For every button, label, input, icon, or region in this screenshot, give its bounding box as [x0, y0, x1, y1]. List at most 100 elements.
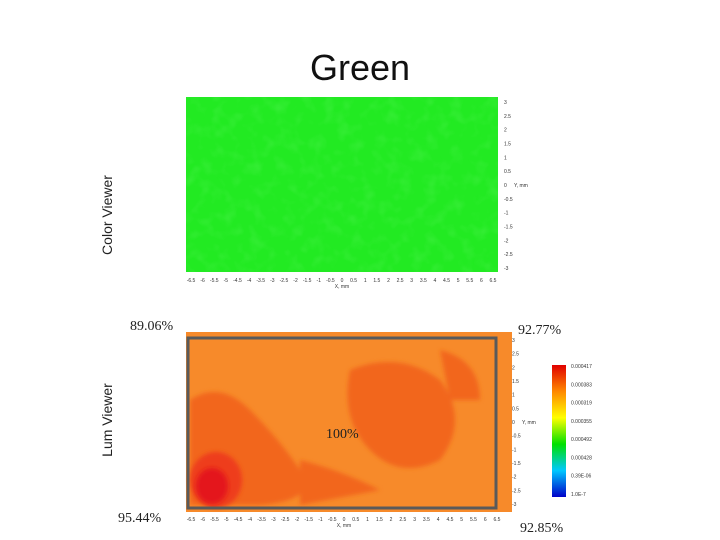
percent-label: 92.77% [518, 323, 562, 338]
x-tick-label: 0 [343, 517, 346, 523]
x-tick-label: -3.5 [257, 517, 266, 523]
x-tick-label: -5.5 [210, 517, 219, 523]
x-tick-label: -1.5 [304, 517, 313, 523]
y-tick-label: -1 [512, 447, 517, 453]
x-tick-label: 2 [390, 517, 393, 523]
colorbar-tick-label: 0.000319 [571, 401, 592, 407]
percent-label: 100% [326, 427, 359, 442]
x-tick-label: 2.5 [399, 517, 406, 523]
x-tick-label: -2.5 [280, 278, 289, 284]
x-tick-label: 5 [460, 517, 463, 523]
colorbar-tick-label: 0.39E-06 [571, 474, 592, 480]
x-tick-label: -6 [200, 278, 205, 284]
x-tick-label: -5 [224, 517, 229, 523]
y-tick-label: -3 [504, 266, 509, 272]
x-tick-label: 2.5 [397, 278, 404, 284]
x-tick-label: 6 [480, 278, 483, 284]
x-tick-label: -5 [224, 278, 229, 284]
x-tick-label: -4.5 [233, 278, 242, 284]
x-tick-label: 3.5 [420, 278, 427, 284]
y-tick-label: 3 [512, 338, 515, 344]
color-viewer-label: Color Viewer [99, 175, 115, 255]
x-tick-label: 1 [364, 278, 367, 284]
y-tick-label: 1.5 [512, 379, 519, 385]
lum-map [186, 332, 512, 512]
y-tick-label: 2 [512, 365, 515, 371]
y-tick-label: -0.5 [504, 197, 513, 203]
x-tick-label: 1 [366, 517, 369, 523]
y-tick-label: -3 [512, 502, 517, 508]
colorbar-tick-label: 0.000417 [571, 364, 592, 370]
y-tick-label: -0.5 [512, 434, 521, 440]
y-tick-label: 1.5 [504, 142, 511, 148]
y-tick-label: 2.5 [504, 114, 511, 120]
x-axis-label: X, mm [337, 523, 351, 529]
y-tick-label: -2 [512, 475, 517, 481]
y-tick-label: -1.5 [512, 461, 521, 467]
y-tick-label: 0.5 [504, 169, 511, 175]
colorbar-tick-label: 0.000355 [571, 419, 592, 425]
y-tick-label: 0.5 [512, 406, 519, 412]
x-tick-label: -1.5 [303, 278, 312, 284]
x-tick-label: 0.5 [350, 278, 357, 284]
x-tick-label: 4 [434, 278, 437, 284]
colorbar-tick-label: 0.000383 [571, 382, 592, 388]
y-axis-label: Y, mm [522, 420, 536, 426]
x-tick-label: -0.5 [328, 517, 337, 523]
x-tick-label: 0 [341, 278, 344, 284]
y-tick-label: 0 [512, 420, 515, 426]
x-tick-label: 5.5 [470, 517, 477, 523]
x-axis-label: X, mm [335, 284, 349, 290]
x-tick-label: 3 [410, 278, 413, 284]
x-tick-label: -5.5 [210, 278, 219, 284]
x-tick-label: -6 [201, 517, 206, 523]
title: Green [310, 47, 410, 88]
y-tick-label: 2 [504, 128, 507, 134]
y-axis-label: Y, mm [514, 183, 528, 189]
percent-label: 89.06% [130, 319, 174, 334]
y-tick-label: 0 [504, 183, 507, 189]
x-tick-label: 1.5 [373, 278, 380, 284]
x-tick-label: -1 [317, 278, 322, 284]
x-tick-label: 4.5 [443, 278, 450, 284]
x-tick-label: -4 [248, 517, 253, 523]
x-tick-label: -6.5 [187, 517, 196, 523]
lum-viewer-label: Lum Viewer [99, 383, 115, 457]
x-tick-label: 2 [387, 278, 390, 284]
y-tick-label: -2.5 [512, 488, 521, 494]
colorbar-tick-label: 1.0E-7 [571, 492, 586, 498]
y-tick-label: -1 [504, 211, 509, 217]
y-tick-label: -2.5 [504, 252, 513, 258]
colorbar-tick-label: 0.000428 [571, 455, 592, 461]
x-tick-label: 6.5 [494, 517, 501, 523]
x-tick-label: -3 [271, 517, 276, 523]
x-tick-label: 4.5 [446, 517, 453, 523]
y-tick-label: 1 [512, 393, 515, 399]
x-tick-label: 5 [457, 278, 460, 284]
x-tick-label: 4 [437, 517, 440, 523]
y-tick-label: -1.5 [504, 225, 513, 231]
colorbar [552, 365, 566, 497]
x-tick-label: -3.5 [256, 278, 265, 284]
x-tick-label: 6.5 [490, 278, 497, 284]
percent-label: 95.44% [118, 511, 162, 526]
x-tick-label: -2 [293, 278, 298, 284]
x-tick-label: -4 [247, 278, 252, 284]
x-tick-label: -4.5 [234, 517, 243, 523]
y-tick-label: 3 [504, 100, 507, 106]
x-tick-label: -0.5 [326, 278, 335, 284]
y-tick-label: -2 [504, 238, 509, 244]
x-tick-label: -6.5 [187, 278, 196, 284]
color-map [186, 97, 498, 272]
x-tick-label: -3 [270, 278, 275, 284]
y-tick-label: 2.5 [512, 352, 519, 358]
x-tick-label: 3 [413, 517, 416, 523]
x-tick-label: 1.5 [376, 517, 383, 523]
x-tick-label: 6 [484, 517, 487, 523]
x-tick-label: 5.5 [466, 278, 473, 284]
percent-label: 92.85% [520, 521, 564, 536]
x-tick-label: -2 [295, 517, 300, 523]
x-tick-label: -2.5 [281, 517, 290, 523]
x-tick-label: 3.5 [423, 517, 430, 523]
